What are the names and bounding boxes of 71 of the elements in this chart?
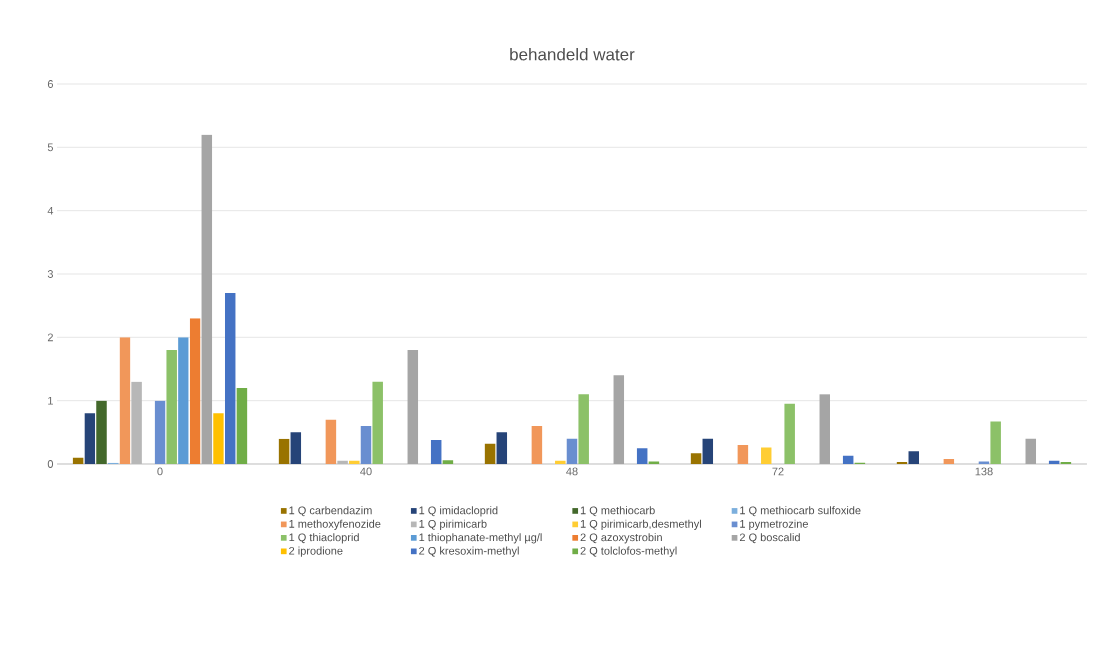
bar [178,337,189,464]
bar [201,134,213,464]
bar [737,444,749,464]
legend-label: 1 Q methiocarb sulfoxide [740,506,861,517]
legend-label: 1 Q pirimicarb,desmethyl [580,519,701,530]
bar [690,453,702,464]
bar [119,337,131,464]
bar [636,448,648,464]
bar [990,421,1001,464]
bar [84,413,96,464]
bar [72,457,84,464]
y-tick-label: 0 [47,460,54,468]
bar [555,460,566,464]
legend-label: 1 methoxyfenozide [289,519,381,530]
bar [349,460,360,464]
bar [1048,460,1060,464]
legend-label: 2 Q boscalid [739,533,800,544]
x-tick-label: 40 [360,467,372,476]
bar [290,432,302,464]
bar [278,438,290,464]
legend-label: 1 Q pirimicarb [419,519,487,530]
bar [1025,438,1037,464]
bar [407,349,419,464]
bar [224,292,236,464]
y-tick-label: 3 [47,270,53,278]
legend-label: 1 pymetrozine [740,519,808,530]
bar [702,438,714,464]
chart-title: behandeld water [510,47,635,61]
y-tick-label: 6 [47,80,53,88]
bar [442,460,454,464]
x-tick-label: 0 [157,467,163,476]
bar [430,439,442,464]
legend-label: 2 Q kresoxim-methyl [419,546,519,557]
bar [566,438,578,464]
bar [166,349,177,464]
bar [531,425,543,464]
legend-label: 1 thiophanate-methyl µg/l [419,533,542,544]
bar [819,394,831,464]
bar [842,455,854,464]
legend-label: 2 Q azoxystrobin [580,533,662,544]
bar [943,458,955,464]
legend-label: 1 Q methiocarb [580,506,655,517]
bar [496,432,508,464]
bar [484,443,496,464]
legend-label: 1 Q thiacloprid [289,533,359,544]
bar [96,400,107,464]
bar [372,381,383,464]
y-tick-label: 1 [48,396,53,405]
bar [236,387,248,464]
bar [189,318,201,464]
y-tick-label: 4 [47,206,54,215]
x-tick-label: 72 [772,467,784,476]
bar [761,447,772,464]
bar [908,451,920,464]
legend-label: 2 Q tolclofos-methyl [580,546,677,557]
legend-label: 1 Q imidacloprid [419,506,498,517]
bar [360,425,372,464]
bar [613,375,625,464]
y-tick-label: 2 [47,333,53,342]
bar [213,413,224,464]
bar [648,461,660,464]
bar [978,461,990,464]
bar [784,403,795,464]
bar [325,419,337,464]
x-tick-label: 138 [975,467,993,476]
x-tick-label: 48 [566,467,578,476]
y-tick-label: 5 [47,143,53,152]
legend-label: 2 iprodione [289,546,343,557]
bar [154,400,166,464]
legend-label: 1 Q carbendazim [289,506,372,517]
bar [578,394,589,464]
